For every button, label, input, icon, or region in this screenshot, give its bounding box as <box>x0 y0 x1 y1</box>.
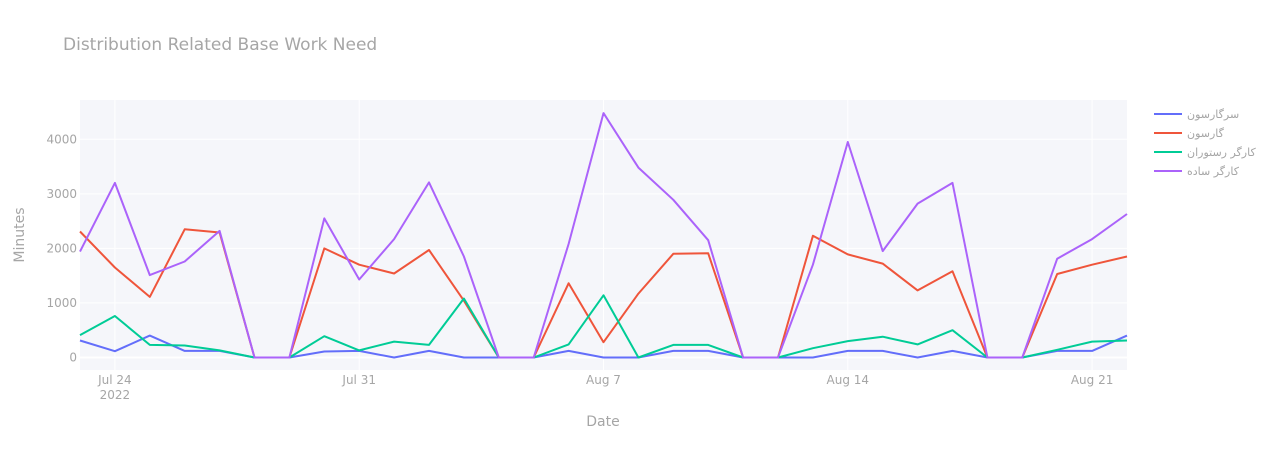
y-axis-title: Minutes <box>12 207 28 262</box>
x-tick-label: Aug 21 <box>1071 373 1114 387</box>
x-axis-title: Date <box>586 414 619 430</box>
legend-item[interactable]: کارگر رستوران <box>1154 146 1256 159</box>
x-tick-label: Jul 31 <box>341 373 376 387</box>
y-axis-ticks: 0 1000 2000 3000 4000 <box>46 132 77 364</box>
legend-item[interactable]: گارسون <box>1154 127 1225 140</box>
legend[interactable]: سرگارسون گارسون کارگر رستوران کارگر ساده <box>1154 108 1256 178</box>
legend-label: کارگر ساده <box>1187 165 1240 178</box>
y-tick-label: 3000 <box>46 187 77 201</box>
y-tick-label: 2000 <box>46 241 77 255</box>
chart-title: Distribution Related Base Work Need <box>63 35 377 55</box>
legend-item[interactable]: سرگارسون <box>1154 108 1239 121</box>
legend-label: سرگارسون <box>1187 108 1239 121</box>
x-tick-label: Aug 14 <box>827 373 870 387</box>
series-lines <box>79 112 1128 359</box>
x-tick-label: Aug 7 <box>586 373 621 387</box>
series-line[interactable] <box>79 112 1128 359</box>
legend-label: کارگر رستوران <box>1187 146 1256 159</box>
y-tick-label: 4000 <box>46 132 77 146</box>
legend-label: گارسون <box>1187 127 1225 140</box>
x-tick-sublabel: 2022 <box>100 388 131 402</box>
x-tick-label: Jul 24 <box>97 373 132 387</box>
y-tick-label: 0 <box>69 350 77 364</box>
y-tick-label: 1000 <box>46 296 77 310</box>
legend-item[interactable]: کارگر ساده <box>1154 165 1240 178</box>
